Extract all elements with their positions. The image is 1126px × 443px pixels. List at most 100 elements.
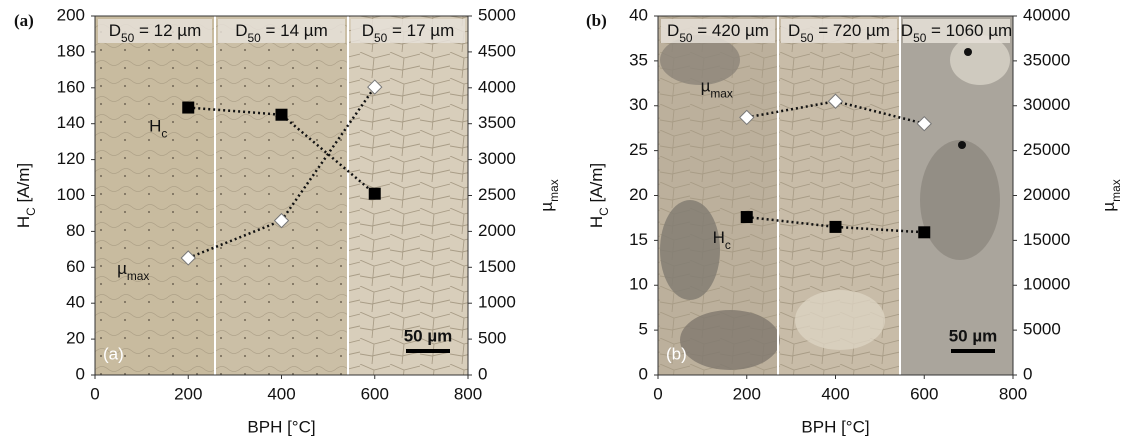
y-tick-label: 100 <box>57 185 85 204</box>
y2-tick-label: 2500 <box>478 185 516 204</box>
section-label-part: D <box>901 21 913 40</box>
y-axis-label-part: C <box>597 207 611 216</box>
scale-bar-label: 50 µm <box>949 326 998 345</box>
section-label: D50 = 12 µm <box>109 21 201 45</box>
section-label-part: 50 <box>913 31 927 45</box>
section-label: D50 = 1060 µm <box>901 21 1012 45</box>
y2-axis-label-part: max <box>547 179 561 202</box>
panel-label: (a) <box>14 11 34 30</box>
grain <box>660 200 720 300</box>
series-label: µmax <box>117 259 149 283</box>
marker-square <box>740 211 753 224</box>
series-label-part: max <box>127 269 150 283</box>
y-axis-label-part: H <box>587 216 606 228</box>
section-label-part: = 1060 µm <box>926 21 1012 40</box>
series-label-part: H <box>713 229 725 248</box>
x-tick-label: 600 <box>361 384 389 403</box>
marker-diamond <box>827 93 844 109</box>
section-label-bg <box>351 19 465 43</box>
marker-square <box>918 226 931 239</box>
y2-tick-label: 20000 <box>1023 185 1070 204</box>
marker-diamond <box>739 109 755 126</box>
y-axis-label-part: H <box>14 216 33 228</box>
y-axis-label: HC [A/m] <box>14 163 38 228</box>
y2-axis-label-part: max <box>1109 179 1123 202</box>
y-tick-label: 180 <box>57 41 85 60</box>
y-axis-label-part: [A/m] <box>587 163 606 207</box>
y-tick-label: 40 <box>629 5 648 24</box>
y-tick-label: 200 <box>57 5 85 24</box>
y-tick-label: 60 <box>66 257 85 276</box>
y-tick-label: 140 <box>57 113 85 132</box>
y2-tick-label: 3500 <box>478 113 516 132</box>
y-tick-label: 30 <box>629 95 648 114</box>
series-label-part: µ <box>701 77 711 96</box>
y2-tick-label: 15000 <box>1023 230 1070 249</box>
series-label-part: max <box>710 87 733 101</box>
section-label-part: 50 <box>679 31 693 45</box>
section-label-part: = 12 µm <box>134 21 201 40</box>
y-tick-label: 20 <box>629 185 648 204</box>
y-tick-label: 0 <box>639 364 648 383</box>
y2-tick-label: 40000 <box>1023 5 1070 24</box>
series-label-part: c <box>725 238 731 252</box>
y2-tick-label: 25000 <box>1023 140 1070 159</box>
y2-tick-label: 30000 <box>1023 95 1070 114</box>
series-label: Hc <box>713 229 731 253</box>
scale-bar-label: 50 µm <box>404 326 453 345</box>
series-label-part: µ <box>117 259 127 278</box>
section-label-part: 50 <box>248 31 262 45</box>
section-label-part: 50 <box>121 31 135 45</box>
x-tick-label: 600 <box>910 384 938 403</box>
section-label-part: = 420 µm <box>693 21 769 40</box>
y-tick-label: 15 <box>629 230 648 249</box>
y2-tick-label: 5000 <box>478 5 516 24</box>
y-tick-label: 80 <box>66 221 85 240</box>
section-label-part: = 17 µm <box>387 21 454 40</box>
marker-square <box>829 220 842 233</box>
y2-tick-label: 1500 <box>478 257 516 276</box>
micrograph-texture <box>348 16 468 375</box>
y-axis-label-part: C <box>24 207 38 216</box>
section-label-part: 50 <box>800 31 814 45</box>
marker-diamond <box>180 250 196 266</box>
y2-tick-label: 4000 <box>478 77 516 96</box>
series-label-part: H <box>149 117 161 136</box>
grain <box>920 140 1000 260</box>
y-tick-label: 0 <box>76 364 85 383</box>
y2-tick-label: 0 <box>478 364 487 383</box>
y-axis-label-part: [A/m] <box>14 163 33 207</box>
section-label-part: D <box>362 21 374 40</box>
y2-tick-label: 5000 <box>1023 320 1061 339</box>
marker-diamond <box>367 79 383 95</box>
marker-square <box>182 101 195 114</box>
marker-diamond <box>273 212 290 229</box>
y-tick-label: 25 <box>629 140 648 159</box>
series-label: µmax <box>701 77 733 101</box>
y2-tick-label: 2000 <box>478 221 516 240</box>
marker-square <box>275 108 288 121</box>
marker-diamond <box>916 115 932 132</box>
x-tick-label: 200 <box>733 384 761 403</box>
y2-tick-label: 10000 <box>1023 275 1070 294</box>
y2-tick-label: 1000 <box>478 293 516 312</box>
section-label-part: D <box>235 21 247 40</box>
y-tick-label: 160 <box>57 77 85 96</box>
y2-tick-label: 3000 <box>478 149 516 168</box>
grain <box>680 310 780 370</box>
marker-square <box>368 187 381 200</box>
y-tick-label: 35 <box>629 50 648 69</box>
y-tick-label: 120 <box>57 149 85 168</box>
section-label: D50 = 420 µm <box>667 21 769 45</box>
inset-label: (b) <box>666 344 687 363</box>
x-tick-label: 800 <box>999 384 1027 403</box>
y2-axis-label-part: µ <box>1099 202 1118 212</box>
section-label-bg <box>98 19 212 43</box>
x-tick-label: 400 <box>821 384 849 403</box>
section-label-bg <box>781 19 897 43</box>
y-axis-label: HC [A/m] <box>587 163 611 228</box>
micrograph-texture <box>215 16 348 375</box>
section-label-bg <box>661 19 775 43</box>
x-tick-label: 800 <box>454 384 482 403</box>
